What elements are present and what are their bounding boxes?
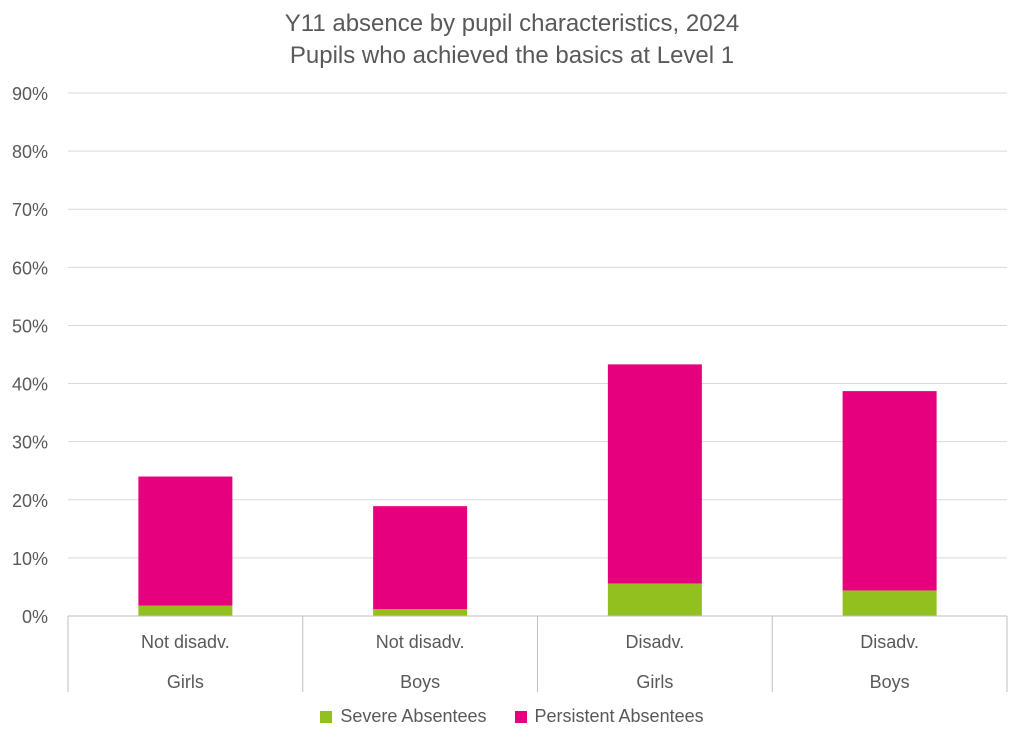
y-tick-label: 90% (12, 84, 48, 104)
x-group-label: Disadv. (626, 632, 685, 652)
legend-item-severe: Severe Absentees (320, 706, 487, 727)
bar-segment-persistent (138, 476, 233, 606)
y-tick-label: 0% (22, 607, 48, 627)
x-sub-label: Girls (167, 672, 204, 692)
chart-title: Y11 absence by pupil characteristics, 20… (284, 10, 740, 37)
legend-item-persistent: Persistent Absentees (514, 706, 704, 727)
y-tick-label: 60% (12, 258, 48, 278)
x-group-label: Not disadv. (141, 632, 230, 652)
x-group-label: Not disadv. (376, 632, 465, 652)
y-tick-label: 50% (12, 316, 48, 336)
bar-segment-severe (607, 583, 702, 616)
bar-segment-severe (373, 609, 468, 616)
legend-label-severe: Severe Absentees (340, 706, 487, 726)
chart-subtitle: Pupils who achieved the basics at Level … (289, 42, 735, 69)
legend-label-persistent: Persistent Absentees (534, 706, 704, 726)
x-sub-label: Girls (636, 672, 673, 692)
x-sub-label: Boys (400, 672, 440, 692)
legend-swatch-persistent (514, 710, 527, 723)
bar-segment-persistent (607, 364, 702, 584)
bar-segment-persistent (373, 506, 468, 610)
y-tick-label: 70% (12, 200, 48, 220)
x-sub-label: Boys (870, 672, 910, 692)
bar-segment-severe (138, 605, 233, 616)
bar-segment-severe (842, 590, 937, 616)
legend-swatch-severe (320, 710, 333, 723)
chart-legend: Severe Absentees Persistent Absentees (0, 706, 1024, 727)
y-tick-label: 40% (12, 375, 48, 395)
y-tick-label: 20% (12, 491, 48, 511)
y-tick-label: 30% (12, 433, 48, 453)
bar-segment-persistent (842, 391, 937, 591)
y-tick-label: 80% (12, 142, 48, 162)
y-tick-label: 10% (12, 549, 48, 569)
x-group-label: Disadv. (860, 632, 919, 652)
